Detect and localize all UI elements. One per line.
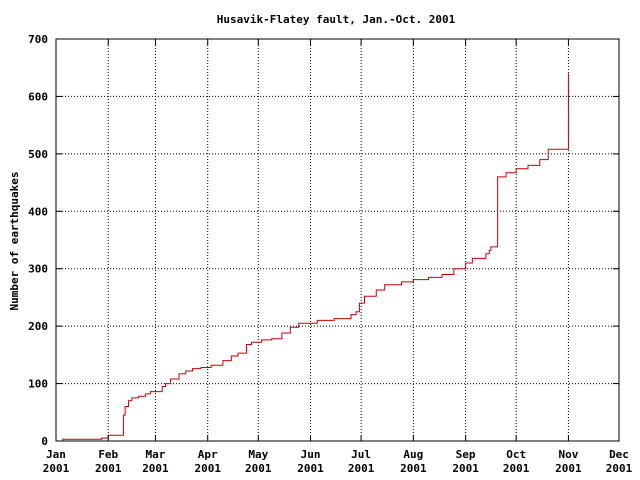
x-tick-label-month: May <box>248 448 268 461</box>
grid <box>56 39 619 441</box>
x-tick-label-month: Aug <box>403 448 423 461</box>
x-tick-label-year: 2001 <box>245 462 272 475</box>
x-tick-label-month: Nov <box>558 448 578 461</box>
y-tick-label: 200 <box>28 320 48 333</box>
x-tick-label-month: Dec <box>609 448 629 461</box>
x-tick-label-month: Jul <box>351 448 371 461</box>
plot-frame <box>55 38 620 442</box>
x-tick-label-year: 2001 <box>297 462 324 475</box>
x-tick-label-year: 2001 <box>142 462 169 475</box>
y-tick-label: 700 <box>28 33 48 46</box>
x-tick-label-month: Jan <box>46 448 66 461</box>
series-line <box>56 73 569 442</box>
y-tick-label: 500 <box>28 148 48 161</box>
y-tick-label: 300 <box>28 263 48 276</box>
x-tick-label-year: 2001 <box>503 462 530 475</box>
x-tick-label-month: Jun <box>301 448 321 461</box>
x-tick-label-year: 2001 <box>606 462 633 475</box>
x-tick-label-month: Apr <box>198 448 218 461</box>
x-tick-label-year: 2001 <box>43 462 70 475</box>
y-tick-label: 100 <box>28 378 48 391</box>
y-tick-label: 600 <box>28 90 48 103</box>
y-tick-label: 0 <box>41 435 48 448</box>
x-tick-label-month: Feb <box>98 448 118 461</box>
chart-title: Husavik-Flatey fault, Jan.-Oct. 2001 <box>217 13 456 26</box>
series-layer <box>56 73 569 442</box>
x-tick-label-year: 2001 <box>400 462 427 475</box>
x-tick-label-year: 2001 <box>348 462 375 475</box>
y-axis-label: Number of earthquakes <box>8 171 21 310</box>
x-tick-label-year: 2001 <box>194 462 221 475</box>
y-tick-label: 400 <box>28 205 48 218</box>
x-tick-label-year: 2001 <box>95 462 122 475</box>
x-tick-label-year: 2001 <box>555 462 582 475</box>
axes: 0100200300400500600700Jan2001Feb2001Mar2… <box>28 33 632 475</box>
x-tick-label-month: Mar <box>146 448 166 461</box>
x-tick-label-month: Oct <box>506 448 526 461</box>
x-tick-label-year: 2001 <box>452 462 479 475</box>
x-tick-label-month: Sep <box>456 448 476 461</box>
